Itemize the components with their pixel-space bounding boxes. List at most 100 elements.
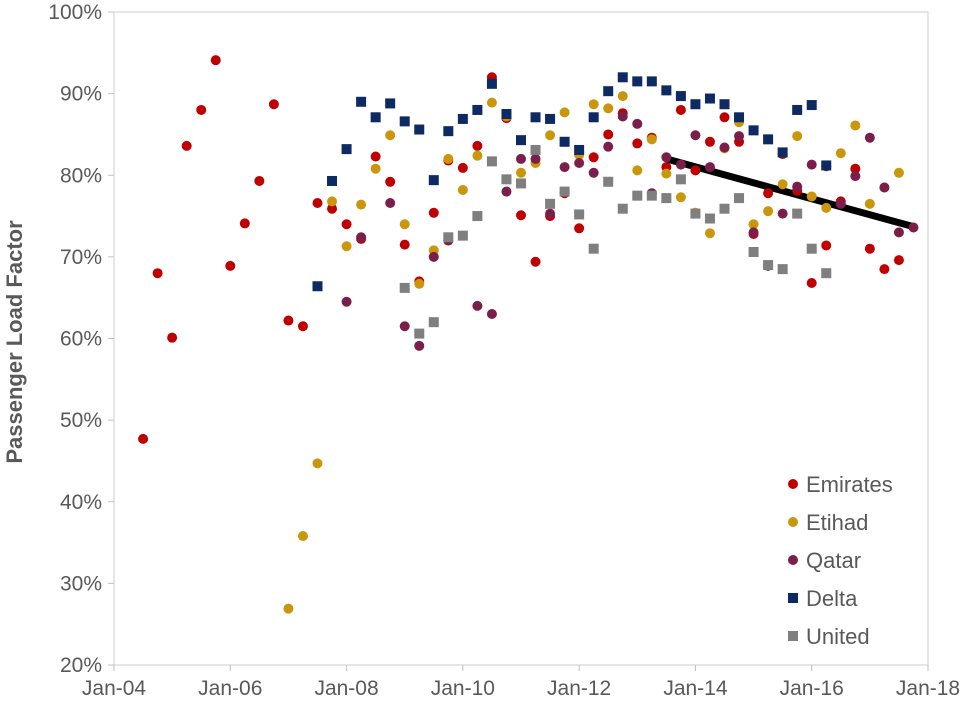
qatar-point xyxy=(486,309,497,320)
qatar-point xyxy=(472,300,483,311)
united-point xyxy=(516,178,526,189)
etihad-point xyxy=(748,219,759,230)
emirates-point xyxy=(225,260,236,271)
legend: Emirates Etihad Qatar Delta United xyxy=(788,472,893,649)
legend-marker-united xyxy=(788,631,798,641)
qatar-point xyxy=(559,162,570,173)
qatar-point xyxy=(603,141,614,152)
delta-point xyxy=(734,112,745,123)
etihad-point xyxy=(283,603,294,614)
qatar-point xyxy=(545,208,556,219)
etihad-point xyxy=(297,531,308,542)
united-point xyxy=(457,230,468,241)
delta-point xyxy=(414,124,425,135)
emirates-point xyxy=(399,239,410,250)
delta-point xyxy=(312,281,323,292)
etihad-point xyxy=(617,91,628,102)
qatar-point xyxy=(864,132,875,143)
delta-point xyxy=(385,98,396,109)
etihad-point xyxy=(457,184,468,195)
delta-point xyxy=(719,99,730,110)
qatar-point xyxy=(530,153,541,164)
delta-point xyxy=(341,144,352,155)
delta-point xyxy=(399,116,410,127)
delta-point xyxy=(501,109,512,120)
delta-point xyxy=(763,134,774,145)
qatar-point xyxy=(428,251,439,262)
emirates-point xyxy=(704,136,715,147)
qatar-point xyxy=(574,158,585,169)
legend-marker-delta xyxy=(788,593,798,603)
qatar-point xyxy=(792,181,803,192)
series-delta xyxy=(312,72,832,292)
y-tick-label: 90% xyxy=(60,83,102,106)
emirates-point xyxy=(690,165,701,176)
united-point xyxy=(472,211,483,222)
united-point xyxy=(704,213,715,224)
x-tick-label: Jan-12 xyxy=(547,677,611,700)
x-tick-label: Jan-16 xyxy=(780,677,844,700)
etihad-point xyxy=(850,120,861,131)
united-point xyxy=(806,243,817,254)
united-point xyxy=(675,174,686,185)
x-tick-label: Jan-14 xyxy=(663,677,728,700)
delta-point xyxy=(690,99,701,110)
qatar-point xyxy=(385,198,396,209)
qatar-point xyxy=(414,340,425,351)
emirates-point xyxy=(516,210,526,221)
emirates-point xyxy=(763,188,774,199)
emirates-point xyxy=(472,140,483,151)
united-point xyxy=(545,198,556,209)
united-point xyxy=(719,203,730,214)
etihad-point xyxy=(821,202,832,213)
etihad-point xyxy=(312,458,323,469)
qatar-point xyxy=(850,171,861,182)
etihad-point xyxy=(370,163,381,174)
legend-marker-etihad xyxy=(788,517,798,527)
united-point xyxy=(530,144,541,155)
qatar-point xyxy=(501,186,512,197)
qatar-point xyxy=(777,208,788,219)
x-tick-label: Jan-08 xyxy=(314,677,378,700)
legend-label-etihad: Etihad xyxy=(806,510,868,535)
y-tick-label: 80% xyxy=(60,164,102,187)
qatar-point xyxy=(835,198,846,209)
etihad-point xyxy=(835,148,846,159)
emirates-point xyxy=(341,219,352,230)
united-point xyxy=(763,260,774,271)
qatar-point xyxy=(617,111,628,122)
delta-point xyxy=(603,86,614,97)
legend-marker-qatar xyxy=(788,555,798,565)
delta-point xyxy=(675,91,686,102)
united-point xyxy=(792,208,803,219)
delta-point xyxy=(777,147,788,158)
united-point xyxy=(661,193,672,204)
x-tick-label: Jan-06 xyxy=(198,677,262,700)
delta-point xyxy=(806,100,817,111)
emirates-point xyxy=(268,99,279,110)
emirates-point xyxy=(254,175,265,186)
united-point xyxy=(486,156,497,167)
emirates-point xyxy=(893,255,904,266)
x-tick-label: Jan-18 xyxy=(896,677,960,700)
qatar-point xyxy=(661,152,672,163)
united-point xyxy=(574,209,585,220)
delta-point xyxy=(821,160,832,171)
legend-label-united: United xyxy=(806,624,870,649)
emirates-point xyxy=(879,264,890,275)
emirates-point xyxy=(327,203,338,214)
y-axis-title: Passenger Load Factor xyxy=(2,220,27,464)
emirates-point xyxy=(210,55,221,66)
emirates-point xyxy=(850,163,861,174)
emirates-point xyxy=(588,152,599,163)
united-point xyxy=(399,282,410,293)
x-tick-label: Jan-10 xyxy=(431,677,495,700)
trendline xyxy=(665,155,915,231)
qatar-point xyxy=(734,131,745,142)
etihad-point xyxy=(327,196,338,207)
emirates-point xyxy=(370,151,381,162)
etihad-point xyxy=(414,278,425,289)
etihad-point xyxy=(704,228,715,239)
